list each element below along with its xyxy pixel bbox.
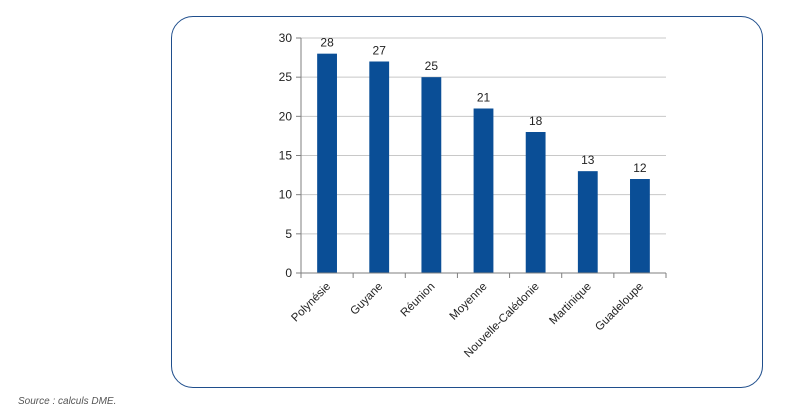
data-label: 12 xyxy=(633,161,647,175)
x-tick-label: Moyenne xyxy=(448,281,490,323)
x-tick-label: Guyane xyxy=(348,281,385,318)
bar xyxy=(421,77,442,274)
y-tick-label: 15 xyxy=(279,149,293,163)
data-labels: 28 27 25 21 18 13 12 xyxy=(320,36,647,175)
bar xyxy=(577,171,598,273)
chart-frame xyxy=(171,16,763,388)
data-label: 25 xyxy=(425,59,439,73)
y-tick-label: 0 xyxy=(285,266,292,280)
y-tick-label: 20 xyxy=(279,109,293,123)
x-tick-label: Martinique xyxy=(547,281,593,327)
y-tick-label: 5 xyxy=(285,227,292,241)
gridlines xyxy=(301,37,666,235)
y-tick-label: 10 xyxy=(279,188,293,202)
bar xyxy=(630,179,650,273)
data-label: 13 xyxy=(581,153,595,167)
bar xyxy=(369,61,390,273)
source-note: Source : calculs DME. xyxy=(18,396,117,407)
bar xyxy=(525,132,546,273)
y-tick-label: 30 xyxy=(279,31,293,45)
x-tick-label: Polynésie xyxy=(289,281,333,325)
data-label: 27 xyxy=(373,44,387,58)
x-tick-label: Guadeloupe xyxy=(593,281,646,334)
data-label: 21 xyxy=(477,91,491,105)
bars xyxy=(317,53,650,274)
bar xyxy=(317,53,337,273)
x-tick-label: Réunion xyxy=(399,281,438,320)
y-tick-label: 25 xyxy=(279,70,293,84)
bar xyxy=(473,108,494,273)
data-label: 18 xyxy=(529,114,543,128)
data-label: 28 xyxy=(320,36,334,50)
